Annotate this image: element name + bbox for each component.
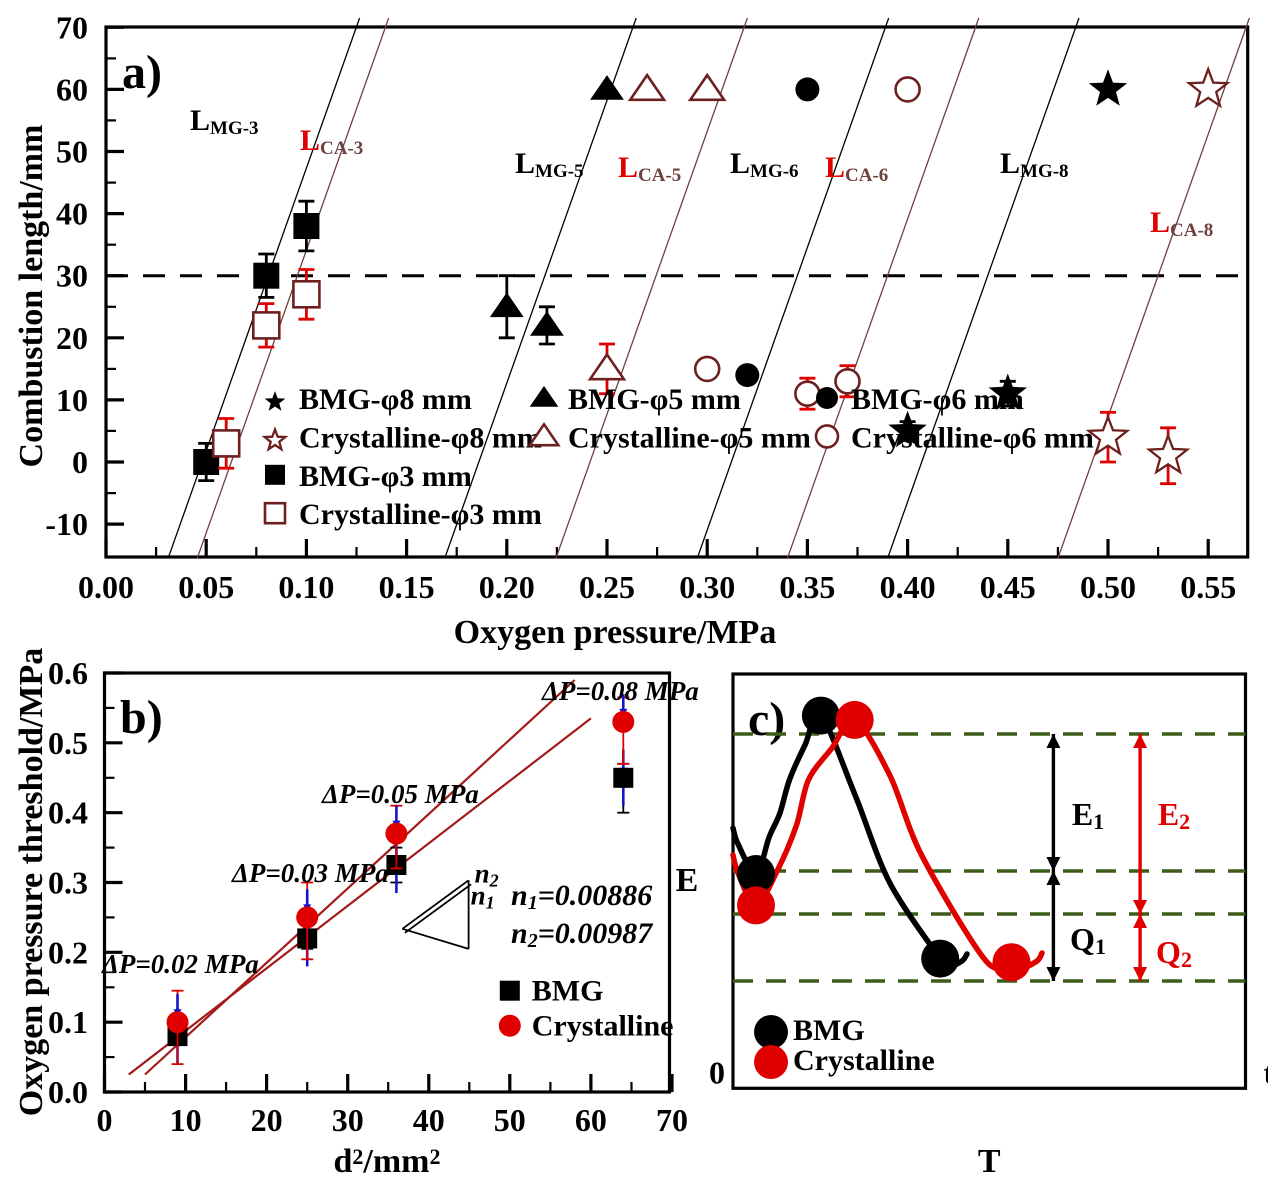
svg-text:LCA-5: LCA-5	[618, 151, 681, 186]
svg-text:LCA-8: LCA-8	[1150, 206, 1213, 241]
svg-text:LMG-3: LMG-3	[190, 104, 259, 139]
svg-text:Crystalline-φ3 mm: Crystalline-φ3 mm	[299, 498, 542, 531]
svg-text:BMG-φ3 mm: BMG-φ3 mm	[299, 460, 472, 493]
svg-text:ΔP=0.03 MPa: ΔP=0.03 MPa	[231, 858, 389, 888]
svg-text:0.3: 0.3	[48, 865, 88, 901]
svg-text:n2=0.00987: n2=0.00987	[511, 917, 653, 952]
svg-text:0.05: 0.05	[178, 569, 234, 605]
svg-text:20: 20	[251, 1102, 283, 1138]
svg-text:70: 70	[656, 1102, 688, 1138]
svg-text:0: 0	[97, 1102, 113, 1138]
svg-text:T: T	[978, 1143, 1001, 1179]
svg-text:0.00: 0.00	[78, 569, 134, 605]
svg-text:b): b)	[120, 691, 163, 744]
svg-text:40: 40	[413, 1102, 445, 1138]
svg-text:Combustion length/mm: Combustion length/mm	[13, 125, 50, 468]
svg-text:70: 70	[56, 9, 88, 45]
svg-text:Oxygen pressure/MPa: Oxygen pressure/MPa	[454, 614, 777, 651]
svg-text:BMG: BMG	[532, 975, 604, 1008]
svg-text:0: 0	[709, 1054, 725, 1090]
svg-text:30: 30	[56, 258, 88, 294]
svg-text:30: 30	[332, 1102, 364, 1138]
svg-text:d2/mm2: d2/mm2	[333, 1143, 440, 1179]
svg-text:LMG-6: LMG-6	[730, 147, 799, 182]
svg-text:0.40: 0.40	[880, 569, 936, 605]
svg-text:Crystalline-φ5 mm: Crystalline-φ5 mm	[568, 421, 811, 454]
svg-text:0.5: 0.5	[48, 725, 88, 761]
svg-text:0.6: 0.6	[48, 655, 88, 691]
svg-text:Q1: Q1	[1070, 921, 1106, 959]
svg-text:0.30: 0.30	[679, 569, 735, 605]
svg-text:LMG-8: LMG-8	[1000, 147, 1069, 182]
svg-text:ΔP=0.08 MPa: ΔP=0.08 MPa	[541, 676, 699, 706]
svg-text:Crystalline: Crystalline	[793, 1044, 935, 1077]
svg-text:0.35: 0.35	[779, 569, 835, 605]
svg-text:20: 20	[56, 320, 88, 356]
svg-text:BMG-φ5 mm: BMG-φ5 mm	[568, 383, 741, 416]
svg-text:LCA-3: LCA-3	[300, 124, 363, 159]
svg-text:LMG-5: LMG-5	[515, 147, 584, 182]
svg-text:t: t	[1264, 1054, 1268, 1090]
svg-text:Crystalline-φ8 mm: Crystalline-φ8 mm	[299, 421, 542, 454]
svg-text:0.25: 0.25	[579, 569, 635, 605]
svg-text:0: 0	[72, 444, 88, 480]
svg-text:n1=0.00886: n1=0.00886	[511, 879, 652, 914]
svg-text:50: 50	[494, 1102, 526, 1138]
svg-text:10: 10	[170, 1102, 202, 1138]
svg-text:BMG-φ8 mm: BMG-φ8 mm	[299, 383, 472, 416]
svg-text:0.15: 0.15	[379, 569, 435, 605]
svg-text:40: 40	[56, 196, 88, 232]
svg-text:Crystalline-φ6 mm: Crystalline-φ6 mm	[851, 421, 1094, 454]
svg-text:0.45: 0.45	[980, 569, 1036, 605]
svg-text:BMG-φ6 mm: BMG-φ6 mm	[851, 383, 1024, 416]
svg-text:60: 60	[56, 71, 88, 107]
svg-text:0.0: 0.0	[48, 1074, 88, 1110]
svg-text:0.50: 0.50	[1080, 569, 1136, 605]
svg-text:Oxygen pressure threshold/MPa: Oxygen pressure threshold/MPa	[13, 648, 50, 1116]
svg-text:a): a)	[122, 46, 162, 99]
svg-text:0.55: 0.55	[1180, 569, 1236, 605]
svg-text:BMG: BMG	[793, 1014, 865, 1047]
svg-text:ΔP=0.05 MPa: ΔP=0.05 MPa	[321, 779, 479, 809]
svg-text:10: 10	[56, 382, 88, 418]
svg-text:Crystalline: Crystalline	[532, 1010, 674, 1043]
svg-text:E: E	[676, 862, 699, 899]
svg-text:0.20: 0.20	[479, 569, 535, 605]
svg-text:0.4: 0.4	[48, 795, 88, 831]
svg-text:50: 50	[56, 134, 88, 170]
svg-text:c): c)	[748, 693, 785, 746]
svg-text:Q2: Q2	[1156, 934, 1192, 972]
svg-text:0.1: 0.1	[48, 1004, 88, 1040]
svg-text:ΔP=0.02 MPa: ΔP=0.02 MPa	[101, 949, 259, 979]
svg-text:60: 60	[575, 1102, 607, 1138]
svg-text:0.2: 0.2	[48, 934, 88, 970]
svg-text:E2: E2	[1158, 796, 1190, 834]
svg-text:0.10: 0.10	[278, 569, 334, 605]
svg-text:-10: -10	[45, 506, 88, 542]
svg-text:E1: E1	[1072, 796, 1104, 834]
svg-text:LCA-6: LCA-6	[825, 151, 888, 186]
